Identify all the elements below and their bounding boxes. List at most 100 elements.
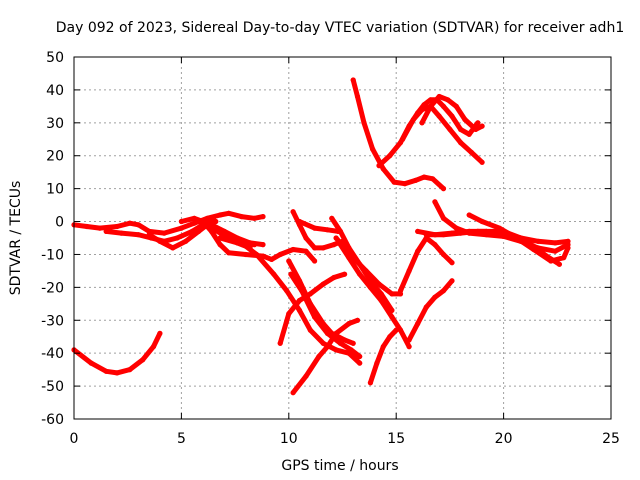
data-point: [342, 271, 348, 277]
data-point: [286, 311, 292, 317]
data-point: [342, 337, 348, 343]
y-tick-label: 50: [46, 50, 64, 66]
x-tick-label: 25: [602, 431, 620, 447]
data-point: [389, 291, 395, 297]
chart-title: Day 092 of 2023, Sidereal Day-to-day VTE…: [56, 20, 624, 36]
series-line-track-09: [232, 235, 363, 366]
data-point: [393, 327, 399, 333]
data-point: [387, 153, 393, 159]
data-point: [350, 77, 356, 83]
data-point: [391, 179, 397, 185]
data-point: [440, 215, 447, 221]
data-point: [423, 304, 429, 310]
data-point: [449, 260, 455, 266]
data-point: [303, 235, 309, 241]
data-point: [354, 317, 361, 323]
data-point: [290, 246, 296, 253]
data-point: [114, 370, 120, 376]
data-point: [277, 340, 283, 346]
data-point: [458, 126, 464, 132]
data-point: [337, 228, 343, 234]
data-point: [428, 103, 434, 109]
data-point: [501, 233, 507, 239]
data-point: [436, 113, 442, 119]
data-point: [423, 232, 429, 238]
plot-frame: [73, 56, 612, 420]
data-point: [440, 103, 447, 109]
data-point: [288, 271, 294, 277]
data-point: [402, 181, 408, 187]
data-point: [296, 307, 303, 313]
data-point: [303, 373, 309, 379]
y-tick-label: -30: [41, 313, 64, 329]
data-point: [329, 330, 335, 336]
data-point: [84, 223, 90, 230]
data-point: [260, 214, 266, 220]
data-point: [447, 126, 453, 132]
data-point: [531, 246, 537, 253]
data-point: [127, 220, 133, 226]
data-point: [296, 218, 303, 225]
data-point: [157, 330, 163, 336]
data-point: [127, 367, 133, 373]
data-point: [432, 242, 438, 248]
series-line-track-24: [398, 235, 455, 294]
data-point: [178, 225, 184, 231]
data-point: [146, 232, 152, 238]
data-point: [226, 210, 232, 216]
data-point: [296, 297, 303, 304]
data-point: [440, 288, 447, 294]
data-point: [157, 238, 163, 244]
data-point: [415, 228, 421, 234]
data-point: [251, 215, 257, 221]
data-point: [348, 347, 354, 353]
data-point: [312, 258, 318, 264]
data-point: [410, 116, 416, 123]
x-tick-label: 20: [495, 431, 513, 447]
data-point: [432, 199, 438, 205]
data-point: [466, 212, 472, 218]
data-point: [346, 321, 352, 327]
data-point: [88, 360, 94, 366]
y-axis-label: SDTVAR / TECUs: [8, 181, 24, 296]
data-point: [337, 340, 343, 346]
data-point: [468, 149, 474, 155]
data-point: [320, 245, 326, 251]
data-point: [196, 218, 202, 225]
data-point: [331, 274, 337, 281]
data-point: [432, 294, 438, 300]
data-point: [370, 146, 376, 152]
data-point: [320, 321, 326, 327]
data-point: [357, 360, 363, 366]
data-point: [376, 281, 382, 287]
data-point: [350, 340, 356, 346]
data-point: [217, 212, 223, 218]
data-point: [232, 235, 238, 241]
data-point: [251, 242, 257, 248]
series-line-track-18: [335, 238, 412, 350]
data-point: [548, 258, 554, 264]
data-point: [473, 126, 479, 132]
x-axis-label: GPS time / hours: [281, 458, 398, 474]
data-point: [346, 255, 352, 261]
series-group: [71, 77, 571, 396]
data-point: [436, 93, 442, 100]
y-tick-label: 0: [55, 215, 64, 231]
data-point: [329, 215, 335, 221]
data-point: [415, 321, 421, 327]
data-point: [226, 250, 232, 256]
x-tick-label: 5: [177, 431, 186, 447]
data-point: [103, 368, 109, 374]
y-tick-label: 40: [46, 83, 64, 99]
data-point: [552, 240, 558, 246]
data-point: [406, 268, 412, 274]
y-tick-label: -20: [41, 280, 64, 296]
data-point: [552, 248, 558, 254]
series-line-track-01: [71, 330, 163, 376]
data-point: [346, 245, 352, 251]
data-point: [400, 136, 406, 142]
data-point: [483, 232, 489, 238]
data-point: [535, 238, 541, 244]
data-point: [492, 228, 498, 234]
data-point: [260, 242, 266, 248]
